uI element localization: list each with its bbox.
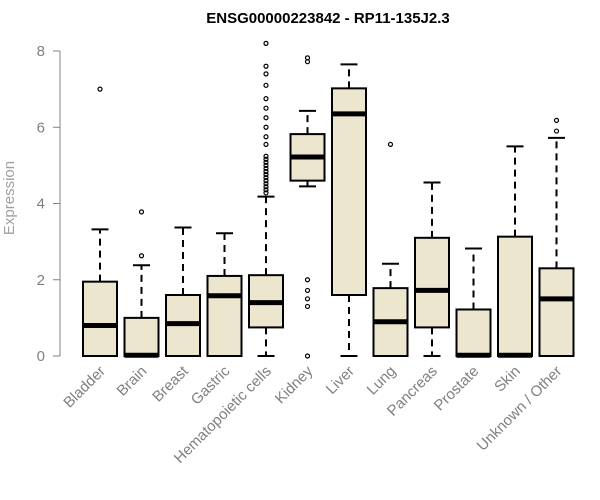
outlier-point: [263, 115, 269, 121]
box-unknown-other: [538, 117, 575, 357]
outlier-point: [304, 55, 311, 61]
outlier-point: [553, 117, 560, 123]
outlier-point: [263, 181, 269, 187]
outlier-point: [97, 86, 103, 92]
x-tick-label: Lung: [364, 363, 400, 399]
outlier-point: [553, 128, 560, 134]
x-tick-label: Kidney: [272, 362, 317, 407]
box-breast: [165, 226, 201, 357]
box-iqr: [455, 308, 492, 357]
y-axis: 0 2 4 6 8: [37, 43, 61, 365]
box-iqr: [331, 87, 367, 296]
outlier-point: [263, 105, 269, 111]
y-tick-label-4: 4: [37, 196, 45, 213]
box-brain: [123, 209, 160, 358]
outlier-point: [263, 141, 269, 148]
outlier-point: [263, 153, 269, 159]
outlier-point: [304, 277, 311, 283]
box-gastric: [206, 232, 243, 357]
box-iqr: [414, 236, 450, 329]
outlier-point: [304, 303, 311, 310]
chart-title: ENSG00000223842 - RP11-135J2.3: [206, 10, 450, 27]
x-tick-label: Liver: [323, 363, 358, 398]
outlier-point: [263, 134, 269, 140]
box-prostate: [455, 247, 492, 358]
outlier-point: [138, 253, 145, 259]
outlier-point: [263, 159, 269, 165]
outlier-point: [263, 184, 269, 190]
box-iqr: [206, 274, 243, 357]
x-tick-label: Breast: [149, 362, 192, 405]
outlier-point: [263, 124, 269, 130]
outlier-point: [263, 168, 269, 175]
outlier-point: [304, 287, 311, 294]
boxes: [82, 40, 575, 359]
outlier-point: [263, 187, 269, 193]
x-tick-label: Prostate: [431, 363, 483, 415]
box-iqr: [123, 316, 160, 357]
outlier-point: [263, 156, 269, 162]
outlier-point: [387, 141, 394, 148]
y-tick-label-6: 6: [37, 119, 45, 136]
outlier-point: [263, 40, 269, 46]
outlier-point: [263, 71, 269, 77]
x-tick-label: Brain: [114, 363, 151, 400]
outlier-point: [263, 174, 269, 181]
outlier-point: [263, 63, 269, 69]
box-bladder: [82, 86, 118, 357]
outlier-point: [263, 162, 269, 168]
box-hematopoietic-cells: [248, 40, 284, 357]
x-tick-label: Skin: [491, 363, 524, 396]
box-pancreas: [414, 181, 450, 357]
y-axis-label: Expression: [1, 161, 18, 235]
outlier-point: [263, 165, 269, 172]
y-tick-label-2: 2: [37, 272, 45, 289]
outlier-point: [304, 296, 311, 302]
x-tick-label: Bladder: [60, 363, 109, 412]
outlier-point: [263, 82, 269, 88]
box-kidney: [289, 55, 326, 359]
box-iqr: [538, 267, 575, 357]
outlier-point: [263, 96, 269, 102]
outlier-point: [304, 353, 311, 359]
outlier-point: [263, 190, 269, 196]
y-tick-label-0: 0: [37, 348, 45, 365]
box-liver: [331, 63, 367, 357]
box-iqr: [497, 235, 533, 357]
box-iqr: [82, 280, 118, 357]
box-lung: [372, 141, 409, 358]
outlier-point: [138, 209, 145, 215]
y-tick-label-8: 8: [37, 43, 45, 60]
outlier-point: [263, 171, 269, 178]
box-skin: [497, 145, 533, 358]
outlier-point: [263, 178, 269, 184]
